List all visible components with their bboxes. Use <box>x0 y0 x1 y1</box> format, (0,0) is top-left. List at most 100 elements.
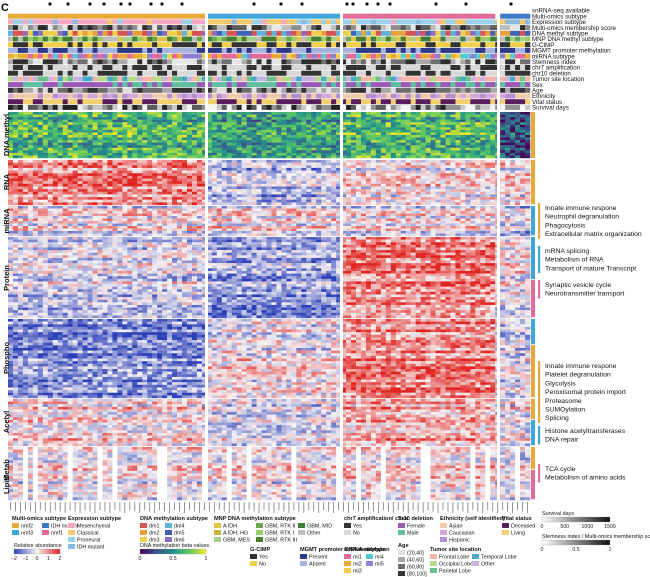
heatmap-cell <box>261 124 267 128</box>
heatmap-cell <box>157 181 163 185</box>
heatmap-cell <box>410 147 416 151</box>
snrna-dot <box>88 2 92 6</box>
heatmap-cell <box>117 135 123 138</box>
heatmap-cell <box>465 135 471 138</box>
heatmap-cell <box>157 119 163 123</box>
heatmap-cell <box>415 135 421 138</box>
heatmap-cell <box>296 186 302 190</box>
track-cell <box>341 42 347 48</box>
track-cell <box>420 19 426 25</box>
heatmap-cell <box>390 140 397 143</box>
heatmap-cell <box>172 150 178 154</box>
track-cell <box>266 47 272 53</box>
heatmap-cell <box>92 167 98 171</box>
heatmap-cell <box>390 119 397 123</box>
heatmap-cell <box>341 170 347 174</box>
heatmap-cell <box>12 181 19 185</box>
heatmap-cell <box>405 112 411 115</box>
track-cell <box>157 65 163 70</box>
track-cell <box>87 93 93 99</box>
heatmap-cell <box>266 114 272 118</box>
track-cell <box>92 53 98 59</box>
track-cell <box>301 30 307 36</box>
heatmap-cell <box>147 140 153 143</box>
heatmap-cell <box>12 127 19 131</box>
heatmap-cell <box>57 175 63 179</box>
track-cell <box>375 87 382 93</box>
heatmap-cell <box>17 167 24 171</box>
heatmap-cell <box>510 160 516 163</box>
track-cell <box>72 76 78 82</box>
heatmap-cell <box>97 189 103 192</box>
heatmap-cell <box>72 181 78 185</box>
heatmap-cell <box>241 145 247 148</box>
heatmap-cell <box>420 186 426 190</box>
group-gap <box>497 112 500 158</box>
track-cell <box>515 104 521 110</box>
heatmap-cell <box>326 124 332 128</box>
track-cell <box>316 70 322 76</box>
track-cell <box>221 70 228 76</box>
track-cell <box>385 19 392 25</box>
heatmap-cell <box>400 183 407 187</box>
heatmap-cell <box>316 162 322 166</box>
track-cell <box>226 93 233 99</box>
heatmap-cell <box>316 135 322 138</box>
heatmap-cell <box>167 137 173 141</box>
heatmap-cell <box>450 140 456 143</box>
heatmap-cell <box>57 135 63 138</box>
heatmap-cell <box>525 155 531 159</box>
heatmap-cell <box>465 183 471 187</box>
track-cell <box>142 30 148 36</box>
track-cell <box>117 47 123 53</box>
heatmap-cell <box>455 152 461 156</box>
heatmap-cell <box>8 114 14 118</box>
track-cell <box>470 65 476 70</box>
heatmap-cell <box>22 186 29 190</box>
track-cell <box>97 47 103 53</box>
track-cell <box>475 36 481 42</box>
heatmap-cell <box>380 152 387 156</box>
track-cell <box>291 70 297 76</box>
heatmap-cell <box>331 160 337 163</box>
heatmap-cell <box>291 155 297 159</box>
heatmap-cell <box>375 127 382 131</box>
heatmap-cell <box>351 129 357 133</box>
heatmap-cell <box>500 122 506 125</box>
heatmap-cell <box>107 167 113 171</box>
track-cell <box>191 30 198 36</box>
track-cell <box>112 99 118 105</box>
track-cell <box>201 99 208 105</box>
heatmap-cell <box>346 162 352 166</box>
heatmap-cell <box>291 150 297 154</box>
heatmap-cell <box>271 132 277 136</box>
track-cell <box>311 30 317 36</box>
heatmap-cell <box>8 147 14 151</box>
heatmap-cell <box>500 129 506 133</box>
track-cell <box>276 104 282 110</box>
heatmap-cell <box>47 165 54 169</box>
heatmap-cell <box>445 181 451 185</box>
track-cell <box>405 36 411 42</box>
heatmap-cell <box>356 189 362 192</box>
track-cell <box>122 42 128 48</box>
heatmap-cell <box>525 122 531 125</box>
heatmap-cell <box>47 191 54 195</box>
heatmap-cell <box>152 124 158 128</box>
heatmap-cell <box>390 181 397 185</box>
track-cell <box>296 82 302 88</box>
track-cell <box>271 30 277 36</box>
track-cell <box>182 47 188 53</box>
track-cell <box>306 19 312 25</box>
track-cell <box>455 82 461 88</box>
heatmap-cell <box>191 124 198 128</box>
track-cell <box>500 82 506 88</box>
heatmap-cell <box>261 162 267 166</box>
heatmap-cell <box>370 170 377 174</box>
heatmap-cell <box>226 189 233 192</box>
track-cell <box>336 70 342 76</box>
heatmap-cell <box>67 191 73 195</box>
heatmap-cell <box>42 140 49 143</box>
heatmap-cell <box>87 127 93 131</box>
track-cell <box>47 76 54 82</box>
